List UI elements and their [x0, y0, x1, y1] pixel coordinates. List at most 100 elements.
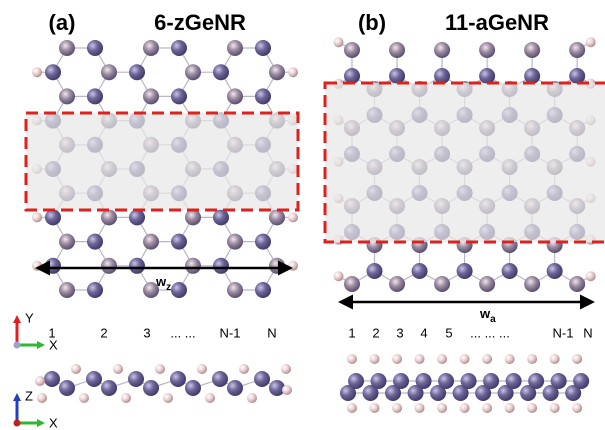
dimer-label: 3: [396, 325, 403, 340]
ge-atom: [101, 64, 117, 80]
h-atom: [482, 354, 492, 364]
ge-atom: [461, 373, 477, 389]
h-atom: [370, 403, 380, 413]
dimer-label: 2: [100, 325, 107, 340]
dimer-label: 2: [372, 325, 379, 340]
ge-atom: [255, 40, 271, 56]
axis-head: [37, 341, 45, 349]
axis-origin: [14, 420, 21, 427]
h-atom: [333, 37, 343, 47]
dimer-label: 3: [143, 325, 150, 340]
unit-cell: [26, 113, 298, 210]
h-atom: [347, 354, 357, 364]
ge-atom: [213, 64, 229, 80]
h-atom: [281, 364, 291, 374]
ge-atom: [255, 88, 271, 104]
ge-atom: [227, 380, 243, 396]
ge-atom: [86, 371, 102, 387]
ge-atom: [269, 258, 285, 274]
ge-atom: [213, 209, 229, 225]
axis-head: [37, 419, 45, 427]
ge-atom: [269, 209, 285, 225]
h-atom: [32, 212, 42, 222]
ge-atom: [524, 276, 540, 292]
ge-atom: [45, 258, 61, 274]
ge-atom: [393, 373, 409, 389]
ge-atom: [185, 209, 201, 225]
h-atom: [282, 385, 292, 395]
dimer-label: 4: [420, 325, 427, 340]
h-atom: [197, 364, 207, 374]
dimer-label: 1: [348, 325, 355, 340]
ge-atom: [389, 42, 405, 58]
h-atom: [527, 403, 537, 413]
h-atom: [505, 403, 515, 413]
ge-atom: [101, 380, 117, 396]
ge-atom: [212, 371, 228, 387]
h-atom: [239, 364, 249, 374]
ge-atom: [434, 42, 450, 58]
axis-head: [13, 393, 21, 401]
ge-atom: [528, 373, 544, 389]
ge-atom: [185, 64, 201, 80]
dimer-label: N: [583, 325, 592, 340]
h-atom: [79, 393, 89, 403]
ge-atom: [59, 234, 75, 250]
h-atom: [155, 364, 165, 374]
ge-atom: [254, 371, 270, 387]
h-atom: [527, 354, 537, 364]
h-atom: [163, 393, 173, 403]
dimer-label: N-1: [553, 325, 574, 340]
panel-label: (b): [358, 10, 386, 35]
h-atom: [586, 271, 596, 281]
h-atom: [415, 354, 425, 364]
ge-atom: [569, 276, 585, 292]
dimer-label: N: [267, 325, 276, 340]
panel-title: 6-zGeNR: [154, 10, 246, 35]
ge-atom: [524, 42, 540, 58]
ge-atom: [171, 282, 187, 298]
axis-origin: [14, 342, 21, 349]
ge-atom: [129, 258, 145, 274]
h-atom: [333, 271, 343, 281]
h-atom: [370, 354, 380, 364]
axis-label: X: [49, 415, 58, 430]
panel-label: (a): [49, 10, 76, 35]
width-subscript: a: [490, 314, 496, 325]
ge-atom: [371, 373, 387, 389]
h-atom: [32, 67, 42, 77]
ge-atom: [479, 276, 495, 292]
h-atom: [415, 403, 425, 413]
h-atom: [505, 354, 515, 364]
ge-atom: [171, 40, 187, 56]
unit-cell: [325, 83, 605, 242]
ge-atom: [502, 263, 518, 279]
ge-atom: [367, 263, 383, 279]
h-atom: [121, 393, 131, 403]
h-atom: [113, 364, 123, 374]
dimer-label: N-1: [220, 325, 241, 340]
ge-atom: [269, 64, 285, 80]
ge-atom: [457, 263, 473, 279]
h-atom: [71, 364, 81, 374]
h-atom: [460, 354, 470, 364]
ge-atom: [438, 373, 454, 389]
h-atom: [205, 393, 215, 403]
h-atom: [437, 354, 447, 364]
h-atom: [392, 354, 402, 364]
h-atom: [32, 261, 42, 271]
h-atom: [37, 393, 47, 403]
ge-atom: [434, 276, 450, 292]
ge-atom: [547, 263, 563, 279]
ge-atom: [59, 88, 75, 104]
ge-atom: [344, 42, 360, 58]
ge-atom: [59, 380, 75, 396]
ge-atom: [255, 234, 271, 250]
axis-head: [13, 315, 21, 323]
h-atom: [460, 403, 470, 413]
ge-atom: [227, 88, 243, 104]
h-atom: [550, 354, 560, 364]
h-atom: [288, 212, 298, 222]
ge-atom: [170, 371, 186, 387]
ge-atom: [143, 40, 159, 56]
